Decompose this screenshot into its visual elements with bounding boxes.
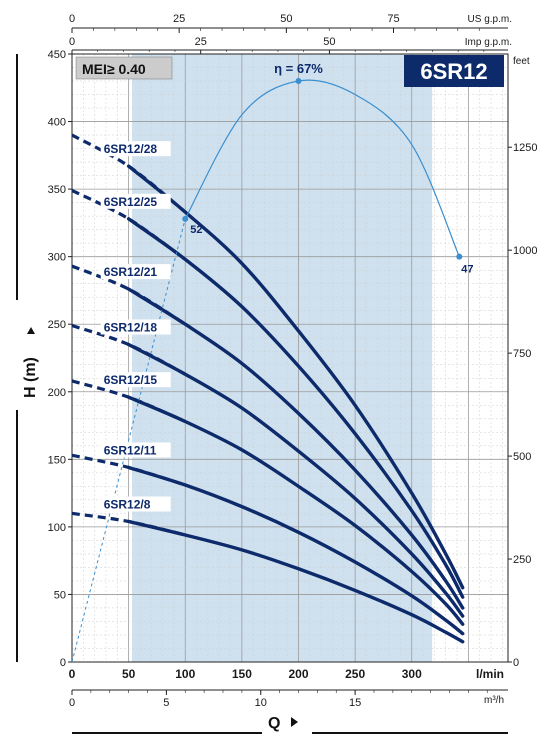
curve-label-6SR12-28: 6SR12/28 [104,142,158,156]
y-axis-ticks: 0 50 100 150 200 250 300 350 400 450 [48,49,72,669]
y-axis-title: H (m) [8,54,39,662]
m3h-tick-label: 15 [349,697,361,709]
top-flow-axes: US g.p.m. Imp g.p.m. [72,14,512,51]
y-axis-title-text: H (m) [22,357,39,398]
y-tick-label: 300 [48,252,66,264]
y-arrow-icon [27,327,35,334]
us-tick-label: 50 [280,13,292,25]
curve-6SR12-18 [126,342,465,618]
y-tick-label: 200 [48,387,66,399]
x-tick-label: 150 [232,667,252,681]
y-tick-label: 50 [54,589,66,601]
model-badge: 6SR12 [404,55,504,87]
us-tick-label: 25 [173,13,185,25]
curve-6SR12-8 [126,519,465,644]
curve-label-bg [100,193,171,209]
feet-tick-label: 250 [513,554,531,566]
model-title: 6SR12 [420,59,487,84]
curve-label-bg [100,264,171,280]
x-tick-label: 200 [288,667,308,681]
feet-tick-label: 750 [513,348,531,360]
us-tick-label: 0 [69,13,75,25]
x-tick-label: 250 [345,667,365,681]
x-axis-title: Q [72,710,508,734]
y-tick-label: 100 [48,522,66,534]
efficiency-point [182,215,189,222]
efficiency-curve-group: 52 47 η = 67% [71,61,474,663]
y-tick-label: 400 [48,117,66,129]
x-tick-label: 50 [122,667,136,681]
feet-unit-label: feet [513,56,530,67]
head-curves [72,133,465,644]
m3h-unit-label: m³/h [484,695,504,706]
m3h-tick-label: 5 [163,697,169,709]
efficiency-peak-label: η = 67% [274,61,323,76]
efficiency-curve-dashed [71,218,186,663]
efficiency-point [295,78,302,85]
curve-label-6SR12-25: 6SR12/25 [104,195,158,209]
imp-tick-label: 25 [195,36,207,48]
imp-gpm-unit-label: Imp g.p.m. [465,37,512,48]
curve-6SR12-11 [126,465,465,636]
efficiency-point [456,253,463,260]
y-tick-label: 450 [48,49,66,61]
curve-labels: 6SR12/28 6SR12/25 6SR12/21 6SR12/18 6SR12/15… [100,141,171,512]
curve-dashed-segment [72,264,187,326]
recommended-range-band [132,54,433,662]
curve-label-6SR12-11: 6SR12/11 [104,443,157,457]
curve-label-6SR12-8: 6SR12/8 [104,497,151,511]
curve-6SR12-25 [126,217,465,599]
feet-tick-label: 500 [513,451,531,463]
curve-label-6SR12-18: 6SR12/18 [104,320,158,334]
m3h-tick-label: 0 [69,697,75,709]
m3h-tick-label: 10 [255,697,267,709]
imp-tick-label: 0 [69,36,75,48]
x-axis-ticks: 0 50 100 150 200 250 300 [69,667,422,681]
x-tick-label: 100 [175,667,195,681]
efficiency-curve [184,79,460,257]
curve-label-bg [100,442,171,458]
curve-label-6SR12-15: 6SR12/15 [104,373,158,387]
y-tick-label: 250 [48,319,66,331]
efficiency-label-52: 52 [190,224,202,236]
y-tick-label: 350 [48,184,66,196]
curve-6SR12-15 [126,395,465,626]
curve-label-bg [100,372,171,388]
curve-6SR12-21 [126,287,465,610]
feet-axis-ticks: 0 250 500 750 1000 1250 [508,142,537,669]
curve-label-6SR12-21: 6SR12/21 [104,265,158,279]
us-gpm-unit-label: US g.p.m. [468,14,512,25]
x-tick-label: 300 [402,667,422,681]
y-tick-label: 150 [48,454,66,466]
feet-tick-label: 1000 [513,245,537,257]
plot-frame [71,53,509,663]
curve-label-bg [100,141,171,157]
x-arrow-icon [291,717,298,727]
imp-gpm-ticks: 0 25 50 [69,36,485,54]
us-gpm-ticks: 0 25 50 75 [69,13,480,33]
x-tick-label: 0 [69,667,76,681]
m3h-axis-ticks: 0 5 10 15 [69,690,488,709]
x-axis-title-text: Q [268,715,280,732]
mei-badge: MEI≥ 0.40 [75,56,173,80]
feet-tick-label: 1250 [513,142,537,154]
x-unit-label: l/min [476,667,504,681]
curve-label-bg [100,319,171,335]
efficiency-label-47: 47 [461,264,473,276]
imp-tick-label: 50 [323,36,335,48]
mei-label: MEI≥ 0.40 [82,61,146,77]
curve-label-bg [100,496,171,512]
y-tick-label: 0 [60,657,66,669]
feet-tick-label: 0 [513,657,519,669]
curve-6SR12-28 [126,164,465,590]
us-tick-label: 75 [387,13,399,25]
